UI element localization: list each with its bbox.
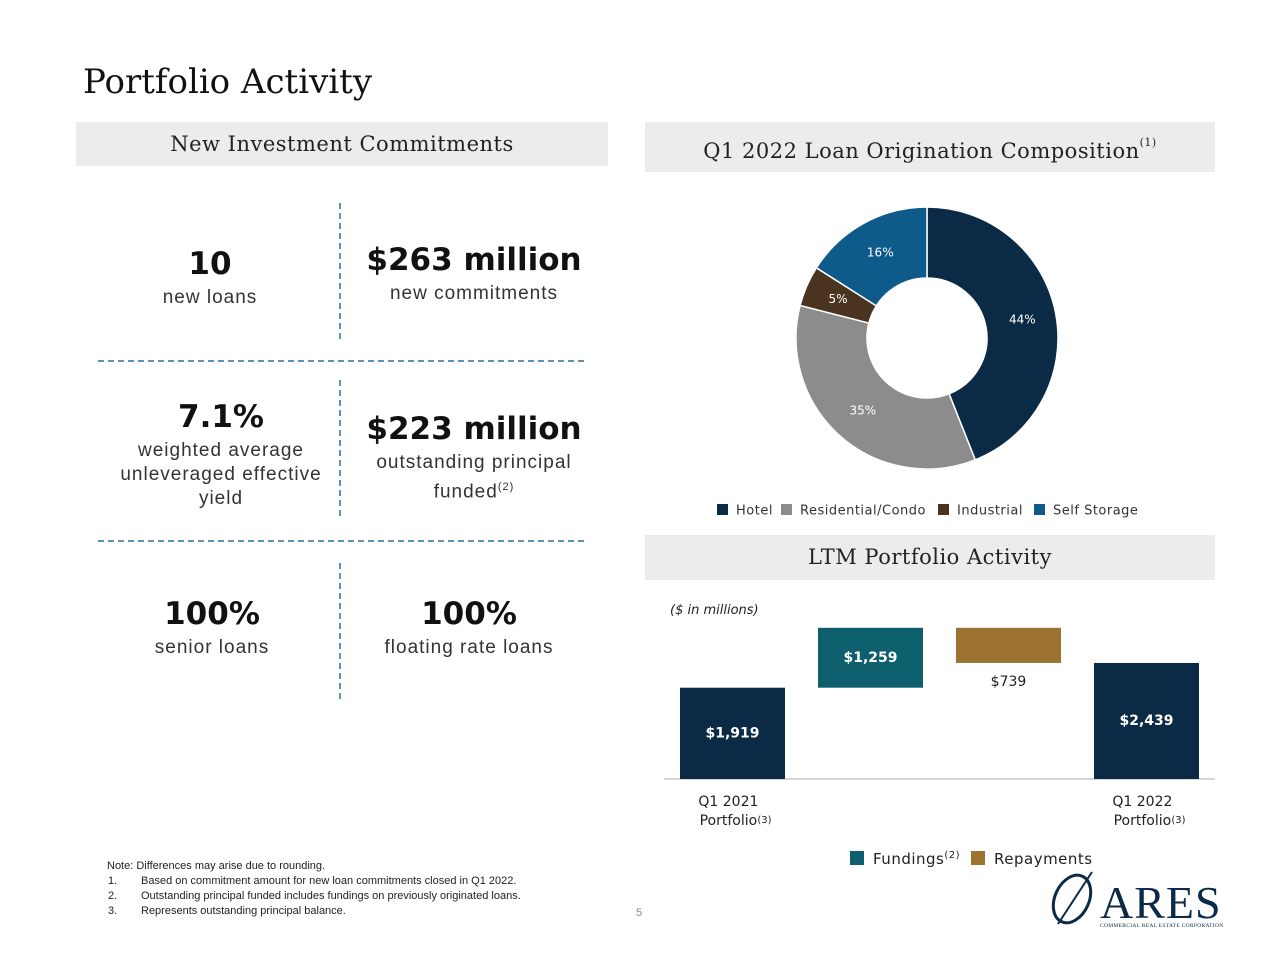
donut-slice (815, 206, 928, 307)
x-tick-note: (3) (1171, 815, 1186, 826)
stat-value: $263 million (366, 242, 582, 278)
grid-dividers (98, 203, 585, 703)
legend-label: Self Storage (1053, 504, 1138, 519)
stat-label: weighted average unleveraged effective y… (111, 439, 331, 511)
legend-text: Repayments (994, 850, 1093, 868)
legend-swatch (850, 851, 864, 865)
footnote-text: Outstanding principal funded includes fu… (141, 890, 521, 902)
x-tick-text: Q1 2021 Portfolio (698, 794, 759, 829)
x-tick-note: (3) (757, 815, 772, 826)
waterfall-bar (956, 627, 1061, 663)
legend-swatch (938, 504, 949, 515)
stat-label-text: outstanding principal funded (376, 452, 572, 503)
legend-swatch (717, 504, 728, 515)
stat: $223 million outstanding principal funded… (349, 411, 599, 504)
stat-value: 7.1% (178, 399, 264, 435)
x-tick-label: Q1 2021 Portfolio(3) (688, 793, 778, 831)
stat-label: outstanding principal funded(2) (349, 451, 599, 504)
legend-label: Residential/Condo (800, 504, 926, 519)
donut-slice (795, 304, 977, 470)
x-tick-label: Q1 2022 Portfolio(3) (1102, 793, 1192, 831)
logo-name: ARES (1100, 877, 1222, 928)
stat-label-text: senior loans (154, 637, 270, 658)
stat-label-text: new loans (162, 287, 258, 308)
slice-label: 16% (867, 245, 894, 259)
value-label: $1,259 (843, 650, 897, 666)
footnote-number: 3. (108, 905, 118, 917)
legend-label: Industrial (957, 504, 1023, 519)
chart-subtitle: ($ in millions) (670, 603, 759, 618)
legend-swatch (971, 851, 985, 865)
slice-label: 35% (850, 403, 877, 417)
value-label: $1,919 (705, 725, 759, 741)
waterfall-bar (680, 687, 785, 779)
section-header: New Investment Commitments (76, 122, 608, 166)
legend-text: Fundings (873, 850, 945, 868)
value-label: $739 (991, 674, 1027, 690)
slice-label: 5% (828, 292, 847, 306)
page-title: Portfolio Activity (83, 62, 373, 102)
page-number: 5 (636, 907, 643, 919)
stat-label: floating rate loans (344, 636, 594, 660)
chart-title-note: (1) (1139, 136, 1157, 149)
legend-swatch (781, 504, 792, 515)
stat-label: senior loans (87, 636, 337, 660)
footnote-number: 1. (108, 875, 118, 887)
stat-value: 10 (188, 246, 232, 282)
logo-slash (1057, 871, 1093, 925)
stat: 10 new loans (85, 246, 335, 310)
legend-label: Hotel (736, 504, 773, 519)
stat: 100% senior loans (87, 596, 337, 660)
stat-label: new loans (85, 286, 335, 310)
slice-label: 44% (1009, 312, 1036, 326)
value-label: $2,439 (1119, 713, 1173, 729)
footnote-text: Based on commitment amount for new loan … (141, 875, 517, 887)
section-header: LTM Portfolio Activity (645, 535, 1215, 580)
footnote-number: 2. (108, 890, 118, 902)
legend-swatch (1034, 504, 1045, 515)
stat-value: $223 million (366, 411, 582, 447)
stat-label: new commitments (349, 282, 599, 306)
stat-note: (2) (497, 481, 515, 493)
legend-label: Fundings(2) (873, 850, 960, 868)
stat-label-text: weighted average unleveraged effective y… (120, 440, 322, 509)
stat: 7.1% weighted average unleveraged effecti… (96, 399, 346, 511)
logo-ring (1051, 873, 1093, 925)
chart-title: Q1 2022 Loan Origination Composition (703, 139, 1140, 163)
donut-slice (926, 206, 1059, 461)
stat-label-text: floating rate loans (384, 637, 554, 658)
footnote-text: Represents outstanding principal balance… (141, 905, 346, 917)
logo-mark (1051, 871, 1093, 925)
waterfall-bar (1094, 662, 1199, 779)
legend-label: Repayments (994, 850, 1093, 868)
logo-tagline: COMMERCIAL REAL ESTATE CORPORATION (1100, 923, 1224, 929)
x-tick-text: Q1 2022 Portfolio (1112, 794, 1173, 829)
stat: $263 million new commitments (349, 242, 599, 306)
stat-value: 100% (164, 596, 260, 632)
waterfall-bar (818, 627, 923, 688)
stat: 100% floating rate loans (344, 596, 594, 660)
stat-label-text: new commitments (389, 283, 559, 304)
footnote-intro: Note: Differences may arise due to round… (107, 860, 326, 872)
legend-note: (2) (944, 850, 961, 861)
section-header: Q1 2022 Loan Origination Composition(1) (645, 122, 1215, 172)
stat-value: 100% (421, 596, 517, 632)
